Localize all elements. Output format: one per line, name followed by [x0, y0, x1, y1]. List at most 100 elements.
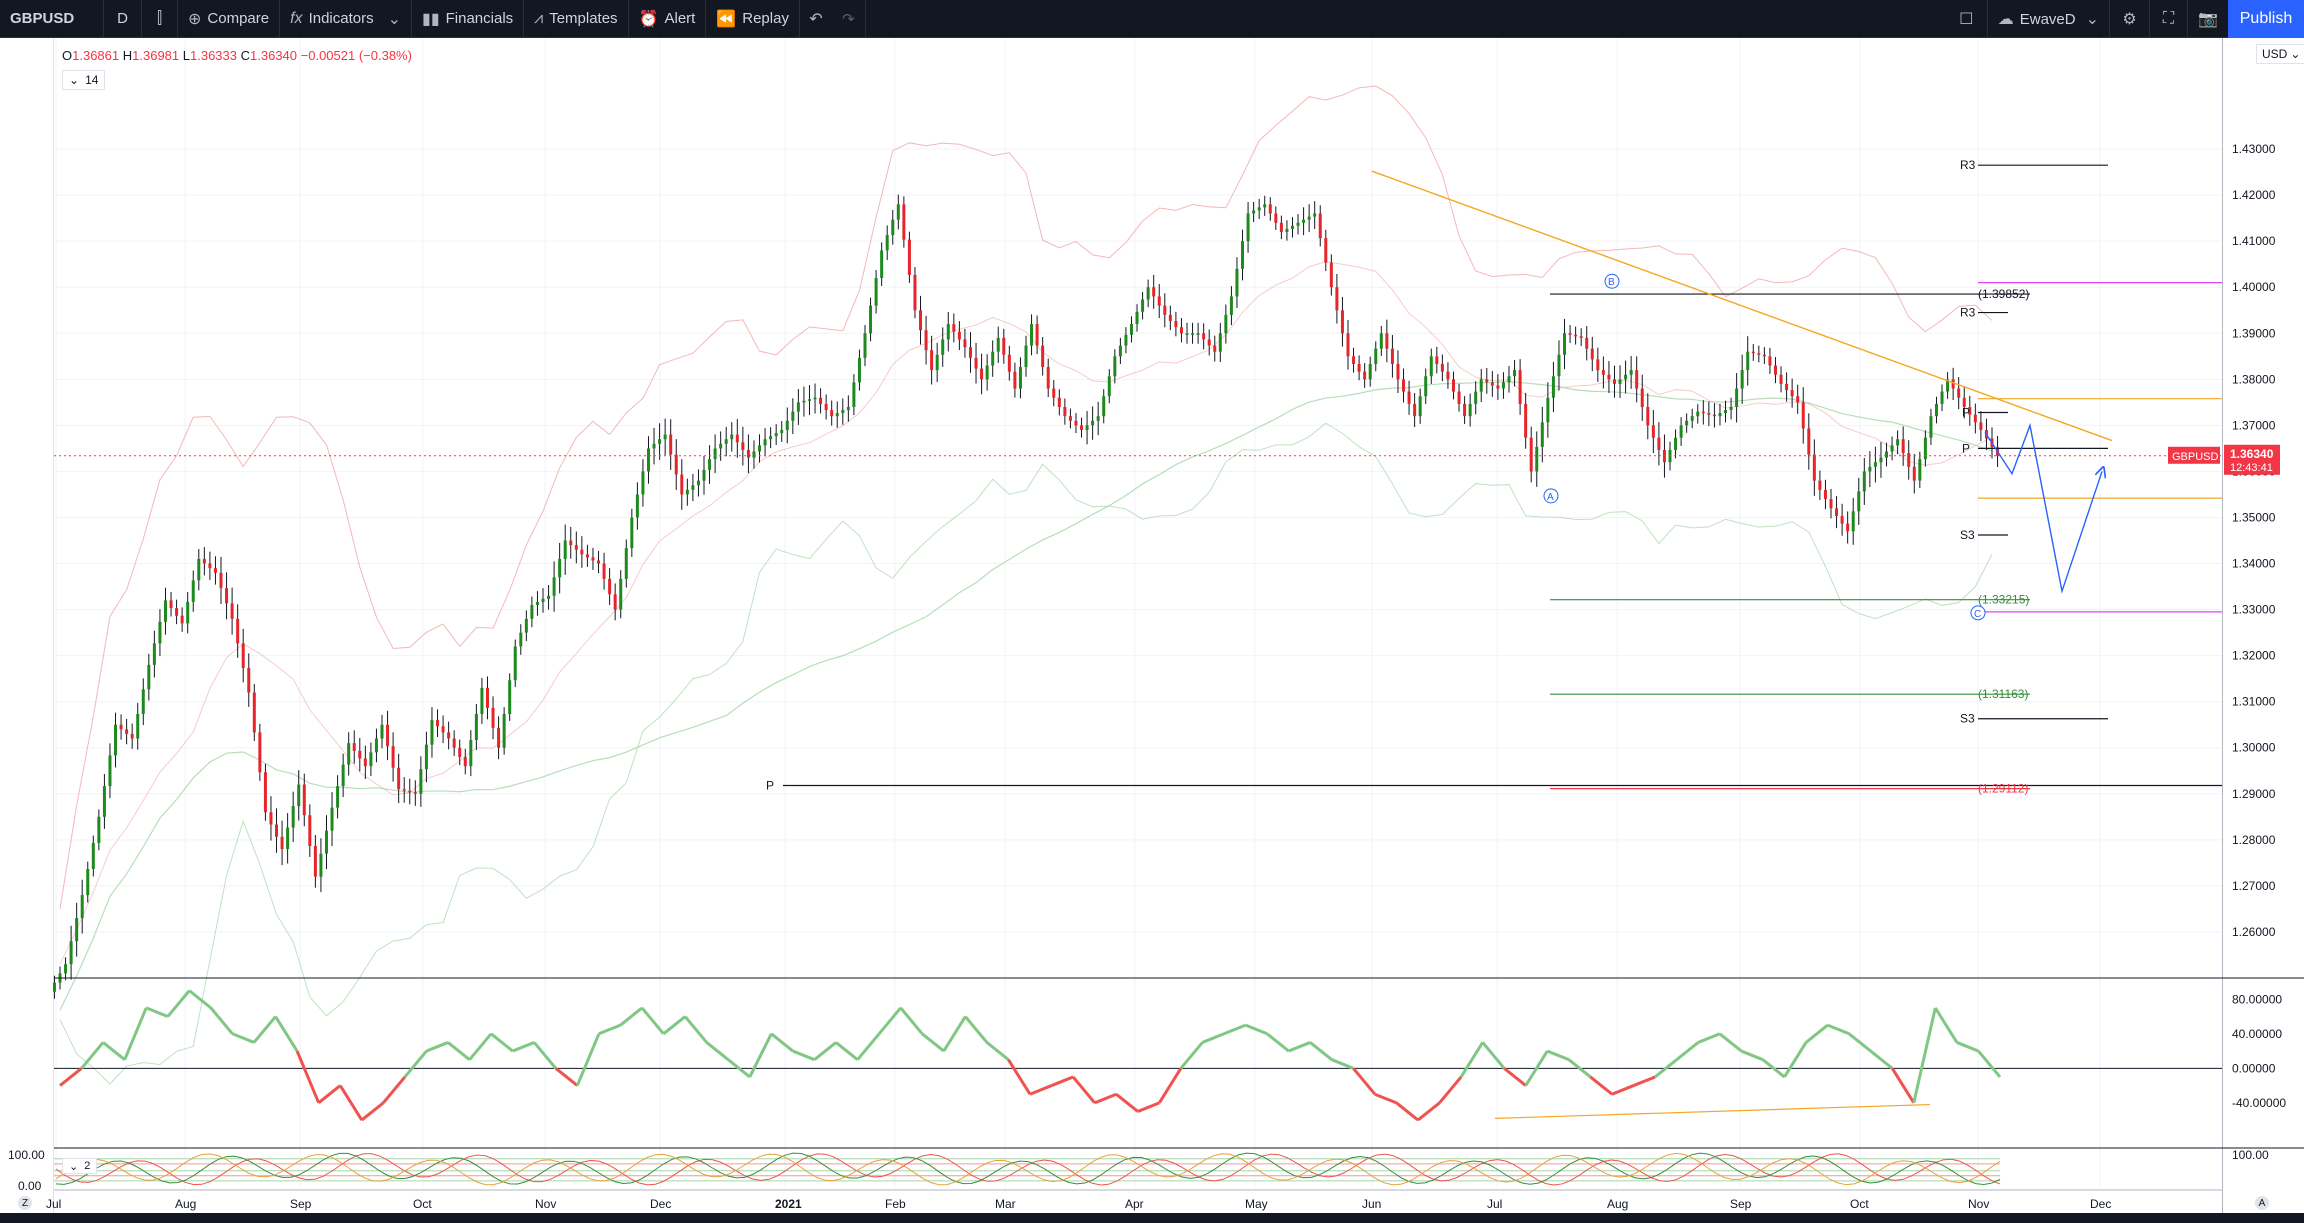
- osc-segment: [1352, 1067, 1377, 1096]
- symbol-search[interactable]: GBPUSD: [0, 0, 104, 38]
- interval-label: D: [117, 10, 128, 27]
- time-tick-label: Sep: [290, 1197, 312, 1211]
- osc-segment: [1826, 1023, 1850, 1036]
- candle-body: [1679, 425, 1683, 438]
- osc-segment: [619, 1006, 643, 1027]
- osc-segment: [877, 1006, 902, 1035]
- candle-body: [436, 720, 440, 727]
- osc-segment: [1395, 1101, 1419, 1122]
- candle-body: [1157, 296, 1161, 306]
- candle-body: [1407, 391, 1411, 404]
- candle-body: [1846, 523, 1850, 532]
- candle-body: [819, 397, 823, 404]
- candle-body: [102, 786, 106, 817]
- osc-segment: [1374, 1092, 1398, 1105]
- candle-body: [713, 448, 717, 460]
- osc-segment: [1654, 1058, 1678, 1079]
- candle-body: [880, 250, 884, 279]
- zoom-chip[interactable]: Z: [18, 1196, 32, 1210]
- symbol-tag-bg: [2168, 446, 2220, 464]
- candle-body: [1057, 397, 1061, 407]
- chart-area[interactable]: [54, 38, 2222, 1213]
- candle-body: [1296, 222, 1300, 226]
- price-tick-label: 1.35000: [2232, 510, 2276, 524]
- candle-body: [1590, 348, 1594, 360]
- candle-body: [846, 406, 850, 411]
- candle-body: [263, 772, 267, 813]
- candle-body: [597, 560, 601, 564]
- price-tick-label: 1.27000: [2232, 879, 2276, 893]
- replay-button[interactable]: ⏪ Replay: [706, 0, 800, 38]
- candle-body: [530, 604, 534, 619]
- candle-body: [336, 786, 340, 808]
- candle-body: [1429, 356, 1433, 377]
- alert-button[interactable]: ⏰ Alert: [629, 0, 707, 38]
- pane3-toggle[interactable]: ⌄ 2: [62, 1158, 98, 1174]
- candle-body: [930, 350, 934, 371]
- candle-body: [874, 278, 878, 306]
- fullscreen-button[interactable]: ⛶: [2150, 0, 2188, 38]
- candle-body: [608, 578, 612, 595]
- time-tick-label: Aug: [1607, 1197, 1628, 1211]
- osc-segment: [1890, 1067, 1916, 1104]
- candle-body: [391, 746, 395, 768]
- price-scale[interactable]: [2222, 38, 2304, 1213]
- candle-body: [1890, 445, 1894, 452]
- indicator-toggle[interactable]: ⌄ 14: [62, 70, 106, 90]
- candle-body: [97, 816, 101, 843]
- candle-body: [885, 235, 889, 251]
- candle-body: [1424, 376, 1428, 397]
- osc-segment: [1459, 1041, 1484, 1078]
- currency-button[interactable]: USD ⌄: [2256, 44, 2304, 64]
- osc-segment: [1805, 1023, 1829, 1044]
- layout-button[interactable]: ☐: [1946, 0, 1988, 38]
- osc-segment: [1158, 1067, 1183, 1104]
- redo-button[interactable]: ↷: [832, 0, 866, 38]
- compare-button[interactable]: ⊕ Compare: [178, 0, 281, 38]
- candle-body: [1962, 397, 1966, 407]
- candle-body: [1973, 414, 1977, 423]
- indicators-button[interactable]: fx Indicators ⌄: [280, 0, 413, 38]
- candle-body: [1063, 406, 1067, 417]
- candle-body: [1807, 428, 1811, 455]
- candle-body: [1751, 351, 1755, 354]
- candle-body: [1174, 321, 1178, 328]
- candle-body: [968, 347, 972, 358]
- candle-body: [1790, 390, 1794, 397]
- publish-button[interactable]: Publish: [2228, 0, 2304, 38]
- compare-label: Compare: [207, 10, 270, 27]
- osc-segment: [1546, 1049, 1570, 1062]
- wave-marker-label: B: [1608, 277, 1615, 288]
- interval-button[interactable]: D: [104, 0, 142, 38]
- candle-body: [1390, 348, 1394, 364]
- function-icon: fx: [290, 9, 303, 27]
- templates-button[interactable]: ⩘ Templates: [524, 0, 629, 38]
- osc-segment: [123, 1007, 148, 1061]
- candle-body: [907, 239, 911, 275]
- settings-button[interactable]: ⚙: [2110, 0, 2150, 38]
- auto-scale-chip[interactable]: A: [2255, 1196, 2269, 1210]
- osc-tick-label: 0.00000: [2232, 1061, 2276, 1075]
- candle-body: [1801, 402, 1805, 429]
- snapshot-button[interactable]: 📷: [2188, 0, 2228, 38]
- candle-body: [1968, 406, 1972, 415]
- undo-button[interactable]: ↶: [800, 0, 832, 38]
- fullscreen-icon: ⛶: [2162, 10, 2175, 27]
- candle-body: [863, 333, 867, 358]
- candle-body: [957, 331, 961, 340]
- candle-body: [1612, 379, 1616, 384]
- financials-button[interactable]: ▮▮ Financials: [412, 0, 525, 38]
- candle-body: [380, 724, 384, 739]
- candle-body: [230, 603, 234, 619]
- candle-body: [619, 578, 623, 610]
- candle-body: [1979, 422, 1983, 430]
- price-tick-label: 1.40000: [2232, 280, 2276, 294]
- chart-type-button[interactable]: ⫿: [142, 0, 178, 38]
- osc-segment: [899, 1006, 924, 1035]
- redo-icon: ↷: [842, 10, 855, 28]
- layout-name-button[interactable]: ☁ EwaveD ⌄: [1988, 0, 2110, 38]
- osc-segment: [1223, 1023, 1247, 1036]
- candle-body: [1601, 370, 1605, 375]
- candle-body: [402, 789, 406, 791]
- osc-segment: [80, 1041, 105, 1070]
